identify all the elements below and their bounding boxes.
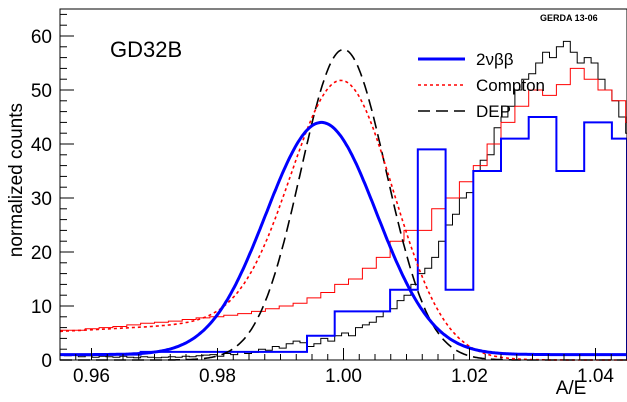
experiment-tag: GERDA 13-06 bbox=[540, 13, 598, 23]
legend-label-2: DEP bbox=[476, 102, 511, 121]
y-tick-label: 10 bbox=[31, 297, 52, 318]
histogram-compton-1 bbox=[60, 67, 627, 360]
x-axis-title: A/E bbox=[556, 378, 587, 399]
histograms-layer bbox=[60, 40, 627, 360]
y-axis-ticks: 0 10 20 30 40 50 60 bbox=[31, 13, 74, 372]
x-tick-label: 1.02 bbox=[451, 366, 488, 387]
x-axis-ticks: 0.96 0.98 1.00 1.02 1.04 bbox=[59, 348, 627, 387]
y-tick-label: 0 bbox=[41, 351, 52, 372]
histogram-2-0 bbox=[60, 116, 627, 360]
panel-label: GD32B bbox=[110, 37, 182, 62]
histogram-dep-2 bbox=[60, 40, 627, 360]
y-tick-label: 60 bbox=[31, 27, 52, 48]
y-tick-label: 40 bbox=[31, 135, 52, 156]
legend-label-0: 2νββ bbox=[476, 50, 514, 69]
x-tick-label: 1.04 bbox=[577, 366, 614, 387]
legend: 2νββ Compton DEP bbox=[418, 50, 545, 121]
x-tick-label: 1.00 bbox=[325, 366, 362, 387]
y-tick-label: 50 bbox=[31, 81, 52, 102]
legend-label-1: Compton bbox=[476, 76, 545, 95]
x-tick-label: 0.98 bbox=[199, 366, 236, 387]
y-tick-label: 30 bbox=[31, 189, 52, 210]
y-axis-title: normalized counts bbox=[6, 103, 27, 257]
x-tick-label: 0.96 bbox=[73, 366, 110, 387]
y-tick-label: 20 bbox=[31, 243, 52, 264]
